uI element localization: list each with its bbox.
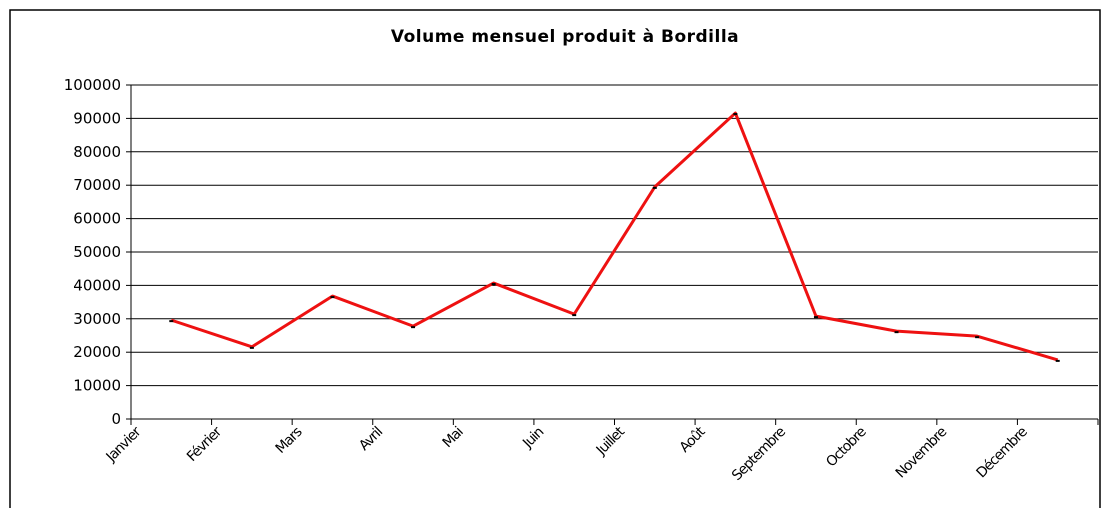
y-tick-label: 10000	[73, 377, 121, 395]
y-tick-label: 50000	[73, 243, 121, 261]
y-tick-label: 0	[111, 410, 121, 428]
y-tick-label: 90000	[73, 109, 121, 127]
x-tick-label: Août	[677, 423, 709, 455]
chart-title: Volume mensuel produit à Bordilla	[391, 27, 739, 47]
x-tick-label: Avril	[356, 424, 385, 453]
y-tick-label: 30000	[73, 310, 121, 328]
x-tick-label: Décembre	[973, 424, 1030, 481]
x-tick-label: Mai	[440, 424, 467, 451]
x-tick-label: Septembre	[729, 424, 789, 484]
x-tick-label: Février	[184, 424, 225, 465]
y-tick-label: 60000	[73, 210, 121, 228]
x-tick-label: Octobre	[823, 424, 869, 470]
x-tick-label: Mars	[273, 424, 306, 457]
series-line	[170, 111, 1059, 362]
y-tick-label: 20000	[73, 343, 121, 361]
y-tick-label: 80000	[73, 143, 121, 161]
chart-border	[9, 9, 1101, 508]
x-tick-label: Novembre	[893, 424, 950, 481]
x-tick-label: Janvier	[103, 424, 145, 466]
y-tick-label: 70000	[73, 176, 121, 194]
x-tick-label: Juillet	[593, 423, 629, 459]
x-tick-label: Juin	[519, 424, 547, 452]
y-tick-label: 40000	[73, 276, 121, 294]
y-tick-label: 100000	[64, 76, 121, 94]
